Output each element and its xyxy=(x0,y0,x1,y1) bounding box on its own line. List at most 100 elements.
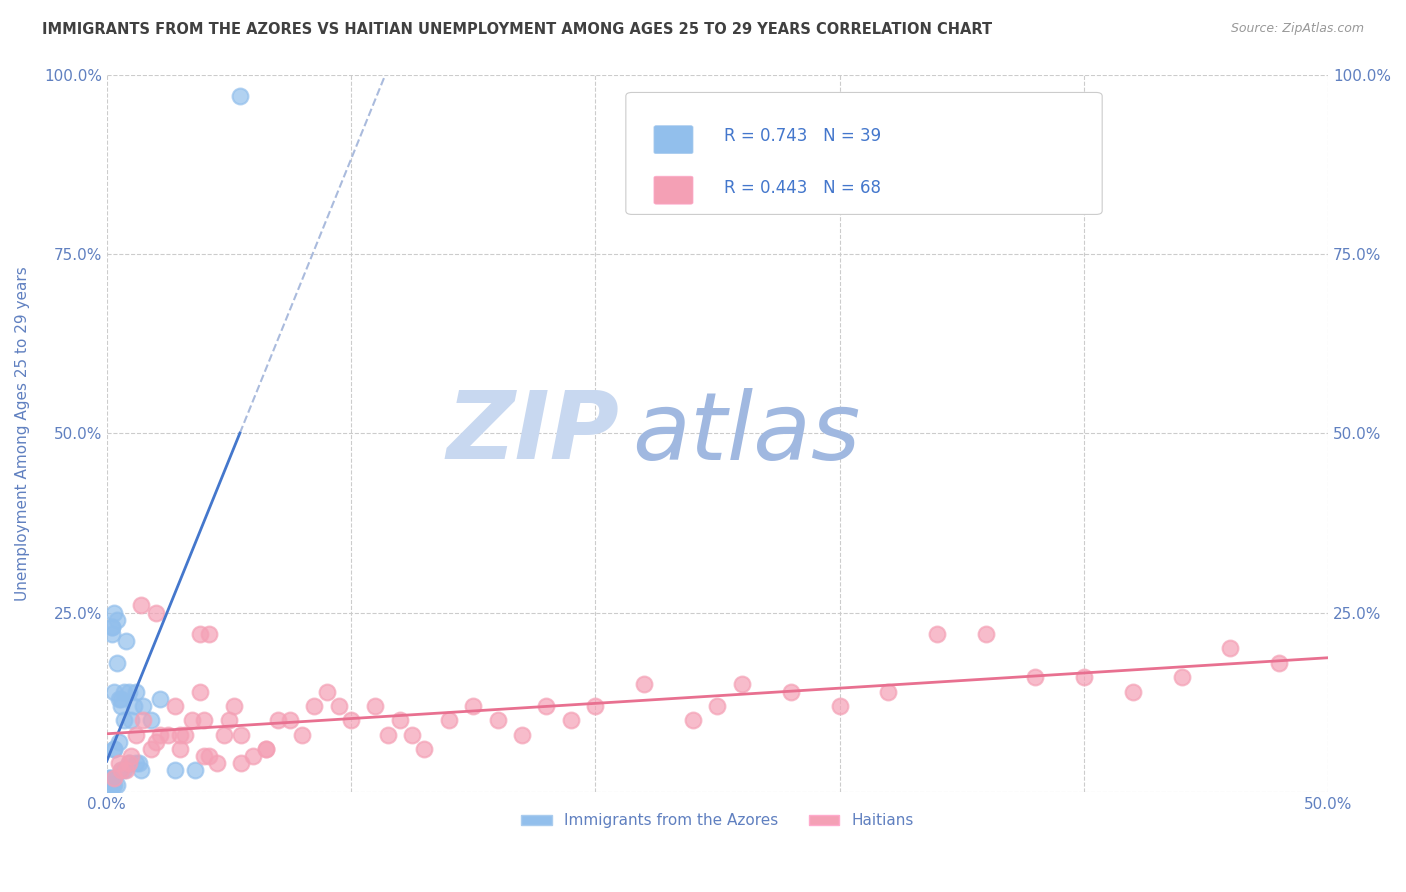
Point xyxy=(115,764,138,778)
Text: Source: ZipAtlas.com: Source: ZipAtlas.com xyxy=(1230,22,1364,36)
FancyBboxPatch shape xyxy=(654,126,693,153)
Legend: Immigrants from the Azores, Haitians: Immigrants from the Azores, Haitians xyxy=(515,807,920,835)
Point xyxy=(115,634,138,648)
Point xyxy=(1268,656,1291,670)
Point xyxy=(1024,670,1046,684)
Point xyxy=(304,698,326,713)
Point xyxy=(112,684,135,698)
Point xyxy=(98,771,121,785)
Point xyxy=(1122,684,1144,698)
Point xyxy=(103,771,125,785)
Point xyxy=(583,698,606,713)
Point xyxy=(103,742,125,756)
Y-axis label: Unemployment Among Ages 25 to 29 years: Unemployment Among Ages 25 to 29 years xyxy=(15,266,30,600)
Point xyxy=(105,778,128,792)
Point xyxy=(254,742,277,756)
Point xyxy=(1219,641,1241,656)
Point xyxy=(267,713,290,727)
Point xyxy=(388,713,411,727)
Point xyxy=(463,698,485,713)
Point xyxy=(145,735,167,749)
Point xyxy=(145,606,167,620)
Point xyxy=(110,764,132,778)
Point xyxy=(122,698,145,713)
Point xyxy=(118,684,141,698)
Point xyxy=(633,677,655,691)
Point xyxy=(108,691,131,706)
Point xyxy=(229,728,252,742)
Point xyxy=(1170,670,1192,684)
Point xyxy=(120,749,142,764)
Point xyxy=(193,749,215,764)
Point xyxy=(278,713,301,727)
Point xyxy=(149,691,172,706)
Point xyxy=(315,684,337,698)
Point xyxy=(103,778,125,792)
Text: ZIP: ZIP xyxy=(447,387,620,479)
Point xyxy=(205,756,228,771)
Point xyxy=(437,713,460,727)
Point xyxy=(139,713,162,727)
Point xyxy=(229,89,252,103)
Point xyxy=(828,698,851,713)
Point xyxy=(877,684,900,698)
Point xyxy=(682,713,704,727)
Point xyxy=(779,684,801,698)
Point xyxy=(377,728,399,742)
Point xyxy=(108,756,131,771)
Point xyxy=(927,627,949,641)
Point xyxy=(112,764,135,778)
Point xyxy=(222,698,245,713)
Point xyxy=(486,713,509,727)
Point xyxy=(156,728,179,742)
Point xyxy=(340,713,363,727)
Point xyxy=(181,713,204,727)
FancyBboxPatch shape xyxy=(654,177,693,204)
Point xyxy=(193,713,215,727)
Point xyxy=(328,698,350,713)
Text: R = 0.443   N = 68: R = 0.443 N = 68 xyxy=(724,179,880,197)
Point xyxy=(118,756,141,771)
Point xyxy=(149,728,172,742)
Text: IMMIGRANTS FROM THE AZORES VS HAITIAN UNEMPLOYMENT AMONG AGES 25 TO 29 YEARS COR: IMMIGRANTS FROM THE AZORES VS HAITIAN UN… xyxy=(42,22,993,37)
Point xyxy=(103,742,125,756)
Point xyxy=(974,627,997,641)
Point xyxy=(125,756,148,771)
Point xyxy=(100,771,122,785)
Point xyxy=(112,713,135,727)
Point xyxy=(100,778,122,792)
Point xyxy=(291,728,314,742)
Point xyxy=(98,778,121,792)
Point xyxy=(401,728,423,742)
Point xyxy=(560,713,582,727)
Point xyxy=(188,627,211,641)
Point xyxy=(198,627,221,641)
Point xyxy=(188,684,211,698)
Point xyxy=(254,742,277,756)
Point xyxy=(132,698,155,713)
Point xyxy=(139,742,162,756)
Point xyxy=(165,764,187,778)
Point xyxy=(413,742,436,756)
FancyBboxPatch shape xyxy=(626,93,1102,214)
Point xyxy=(108,735,131,749)
Point xyxy=(132,713,155,727)
Point xyxy=(110,764,132,778)
Point xyxy=(165,698,187,713)
Point xyxy=(174,728,197,742)
Point xyxy=(706,698,728,713)
Point xyxy=(118,756,141,771)
Point xyxy=(100,620,122,634)
Point xyxy=(128,756,150,771)
Point xyxy=(169,728,191,742)
Point xyxy=(110,691,132,706)
Point xyxy=(105,613,128,627)
Point xyxy=(198,749,221,764)
Point xyxy=(103,606,125,620)
Point xyxy=(510,728,533,742)
Point xyxy=(218,713,240,727)
Point xyxy=(731,677,754,691)
Point xyxy=(129,764,152,778)
Point xyxy=(169,742,191,756)
Point xyxy=(125,684,148,698)
